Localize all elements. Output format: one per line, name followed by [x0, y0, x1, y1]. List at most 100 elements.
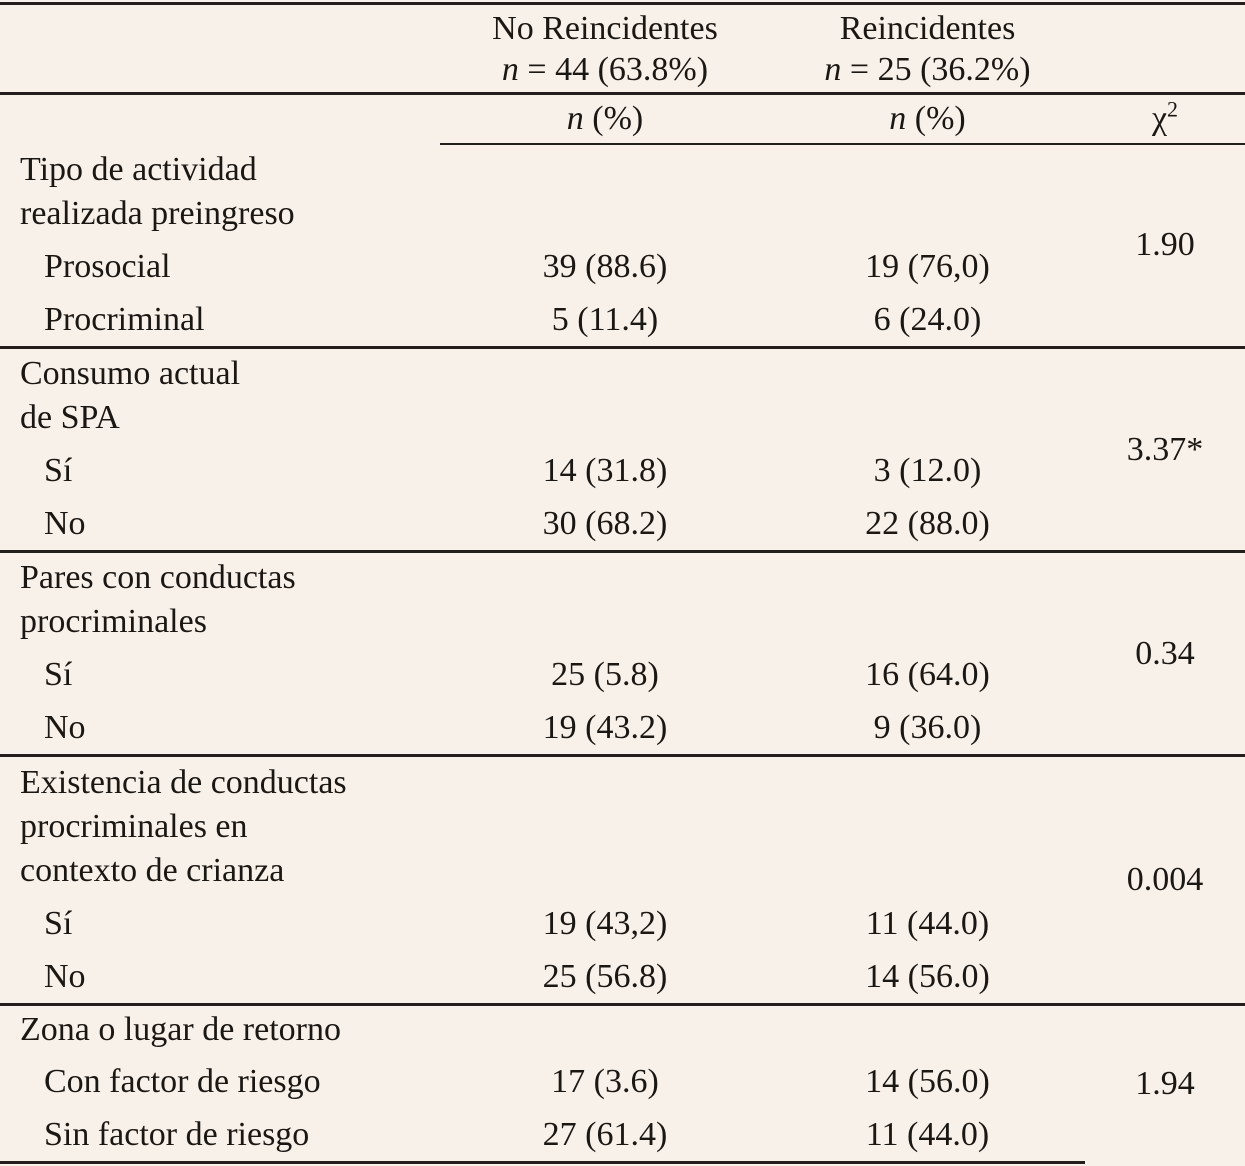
table-subheader-row: n (%) n (%) χ2 — [0, 93, 1245, 145]
n-symbol: n — [889, 99, 907, 137]
table-row: Sí 19 (43,2) 11 (44.0) — [0, 897, 1245, 951]
group-row-existencia-conductas: Existencia de conductas procriminales en… — [0, 754, 1245, 1005]
empty-cell — [440, 346, 770, 444]
header-no-reincidentes-n: n = 44 (63.8%) — [440, 49, 770, 90]
header-no-reincidentes-title: No Reincidentes — [492, 9, 718, 47]
subheader-n-pct-col3: n (%) — [770, 93, 1085, 145]
group-label-line: de SPA — [20, 399, 120, 437]
header-reincidentes-title: Reincidentes — [839, 9, 1016, 47]
row-label: Sin factor de riesgo — [0, 1108, 440, 1164]
table-row: Prosocial 39 (88.6) 19 (76,0) — [0, 240, 1245, 294]
group-label-line: realizada preingreso — [20, 194, 295, 232]
value-reincidentes: 11 (44.0) — [770, 1108, 1085, 1164]
table-row: Procriminal 5 (11.4) 6 (24.0) — [0, 294, 1245, 348]
table-row: Sí 14 (31.8) 3 (12.0) — [0, 444, 1245, 498]
chi-symbol: χ — [1151, 99, 1168, 137]
empty-cell — [770, 346, 1085, 444]
empty-cell — [440, 754, 770, 897]
row-label: No — [44, 708, 86, 746]
table-row: Sin factor de riesgo 27 (61.4) 11 (44.0) — [0, 1108, 1245, 1164]
chi-square-value: 0.34 — [1085, 550, 1245, 756]
row-label: Sí — [44, 451, 73, 489]
header-empty-cell — [1085, 2, 1245, 95]
group-label-line: Tipo de actividad — [20, 150, 257, 188]
group-label-line: Pares con conductas — [20, 559, 296, 597]
percent-label: (%) — [583, 99, 644, 137]
chi-square-value: 1.94 — [1085, 1003, 1245, 1163]
empty-cell — [440, 550, 770, 648]
value-no-reincidentes: 25 (56.8) — [542, 957, 668, 995]
value-reincidentes: 6 (24.0) — [873, 300, 982, 338]
value-no-reincidentes: 30 (68.2) — [542, 504, 668, 542]
n-symbol: n — [824, 50, 842, 88]
row-label: Procriminal — [44, 300, 205, 338]
row-label: Con factor de riesgo — [44, 1062, 321, 1100]
value-no-reincidentes: 17 (3.6) — [551, 1062, 659, 1100]
n-value: = 25 (36.2%) — [841, 50, 1031, 88]
empty-cell — [440, 144, 770, 240]
header-reincidentes-n: n = 25 (36.2%) — [770, 49, 1085, 90]
table-row: No 25 (56.8) 14 (56.0) — [0, 951, 1245, 1005]
n-symbol: n — [501, 50, 519, 88]
header-reincidentes: Reincidentes n = 25 (36.2%) — [770, 2, 1085, 95]
value-no-reincidentes: 27 (61.4) — [440, 1108, 770, 1164]
group-label-line: Consumo actual — [20, 355, 241, 393]
table-row: No 30 (68.2) 22 (88.0) — [0, 498, 1245, 552]
empty-cell — [440, 1003, 770, 1055]
value-reincidentes: 3 (12.0) — [873, 451, 982, 489]
group-label-line: procriminales en — [20, 807, 248, 845]
chi-square-value: 3.37* — [1085, 346, 1245, 552]
percent-label: (%) — [906, 99, 966, 137]
row-label: No — [44, 957, 86, 995]
value-reincidentes: 14 (56.0) — [865, 1062, 990, 1100]
chi-square-value: 0.004 — [1085, 754, 1245, 1005]
group-row-pares-conductas: Pares con conductas procriminales 0.34 — [0, 550, 1245, 756]
empty-cell — [770, 754, 1085, 897]
table-row: Con factor de riesgo 17 (3.6) 14 (56.0) — [0, 1055, 1245, 1109]
group-row-tipo-actividad: Tipo de actividad realizada preingreso 1… — [0, 144, 1245, 264]
group-label-line: procriminales — [20, 603, 207, 641]
value-no-reincidentes: 5 (11.4) — [551, 300, 659, 338]
value-no-reincidentes: 19 (43.2) — [542, 708, 668, 746]
n-symbol: n — [566, 99, 584, 137]
row-label: No — [44, 504, 86, 542]
row-label: Sí — [44, 655, 73, 693]
group-row-consumo-spa: Consumo actual de SPA 3.37* — [0, 346, 1245, 552]
header-no-reincidentes: No Reincidentes n = 44 (63.8%) — [440, 2, 770, 95]
group-label-line: contexto de crianza — [20, 851, 285, 889]
chi-square-value: 1.90 — [1135, 226, 1195, 264]
row-label: Prosocial — [44, 247, 171, 285]
group-label: Existencia de conductas procriminales en… — [0, 754, 440, 897]
empty-cell — [770, 550, 1085, 648]
chi-exponent: 2 — [1167, 96, 1179, 122]
group-label-line: Zona o lugar de retorno — [20, 1011, 341, 1049]
empty-cell — [770, 144, 1085, 240]
group-label: Consumo actual de SPA — [0, 346, 440, 444]
subheader-n-pct-col2: n (%) — [440, 93, 770, 145]
value-reincidentes: 9 (36.0) — [873, 708, 982, 746]
value-reincidentes: 11 (44.0) — [865, 904, 990, 942]
table-header-row: No Reincidentes n = 44 (63.8%) Reinciden… — [0, 2, 1245, 95]
table-row: No 19 (43.2) 9 (36.0) — [0, 702, 1245, 756]
group-row-zona-retorno: Zona o lugar de retorno 1.94 — [0, 1003, 1245, 1163]
value-no-reincidentes: 25 (5.8) — [551, 655, 659, 693]
header-empty-cell — [0, 2, 440, 95]
value-no-reincidentes: 19 (43,2) — [542, 904, 668, 942]
value-reincidentes: 22 (88.0) — [865, 504, 990, 542]
value-reincidentes: 14 (56.0) — [865, 957, 990, 995]
group-label-line: Existencia de conductas — [20, 763, 347, 801]
group-label: Zona o lugar de retorno — [0, 1003, 440, 1055]
value-no-reincidentes: 14 (31.8) — [542, 451, 668, 489]
value-reincidentes: 19 (76,0) — [865, 247, 990, 285]
row-label: Sí — [44, 904, 73, 942]
n-value: = 44 (63.8%) — [518, 50, 709, 88]
subheader-chi-square: χ2 — [1085, 93, 1245, 145]
subheader-empty-cell — [0, 94, 440, 144]
value-no-reincidentes: 39 (88.6) — [542, 247, 668, 285]
empty-cell — [770, 1003, 1085, 1055]
group-label: Tipo de actividad realizada preingreso — [0, 144, 440, 240]
value-reincidentes: 16 (64.0) — [865, 655, 990, 693]
table-row: Sí 25 (5.8) 16 (64.0) — [0, 648, 1245, 702]
